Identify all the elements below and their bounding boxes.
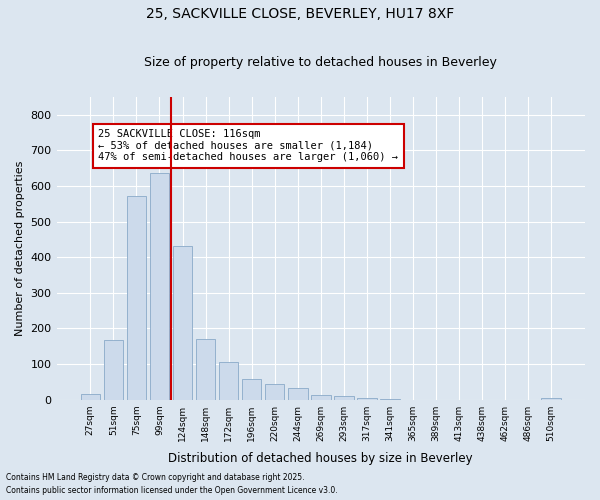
- Bar: [219, 362, 238, 400]
- Bar: [80, 394, 100, 400]
- Bar: [541, 398, 561, 400]
- Bar: [357, 398, 377, 400]
- Title: Size of property relative to detached houses in Beverley: Size of property relative to detached ho…: [145, 56, 497, 70]
- Bar: [104, 340, 123, 400]
- Bar: [334, 396, 353, 400]
- Bar: [311, 395, 331, 400]
- Bar: [149, 173, 169, 400]
- Bar: [127, 196, 146, 400]
- Text: 25 SACKVILLE CLOSE: 116sqm
← 53% of detached houses are smaller (1,184)
47% of s: 25 SACKVILLE CLOSE: 116sqm ← 53% of deta…: [98, 129, 398, 162]
- Bar: [196, 339, 215, 400]
- Bar: [288, 388, 308, 400]
- Text: Contains HM Land Registry data © Crown copyright and database right 2025.
Contai: Contains HM Land Registry data © Crown c…: [6, 474, 338, 495]
- X-axis label: Distribution of detached houses by size in Beverley: Distribution of detached houses by size …: [169, 452, 473, 465]
- Bar: [265, 384, 284, 400]
- Bar: [173, 246, 193, 400]
- Text: 25, SACKVILLE CLOSE, BEVERLEY, HU17 8XF: 25, SACKVILLE CLOSE, BEVERLEY, HU17 8XF: [146, 8, 454, 22]
- Y-axis label: Number of detached properties: Number of detached properties: [15, 160, 25, 336]
- Bar: [242, 380, 262, 400]
